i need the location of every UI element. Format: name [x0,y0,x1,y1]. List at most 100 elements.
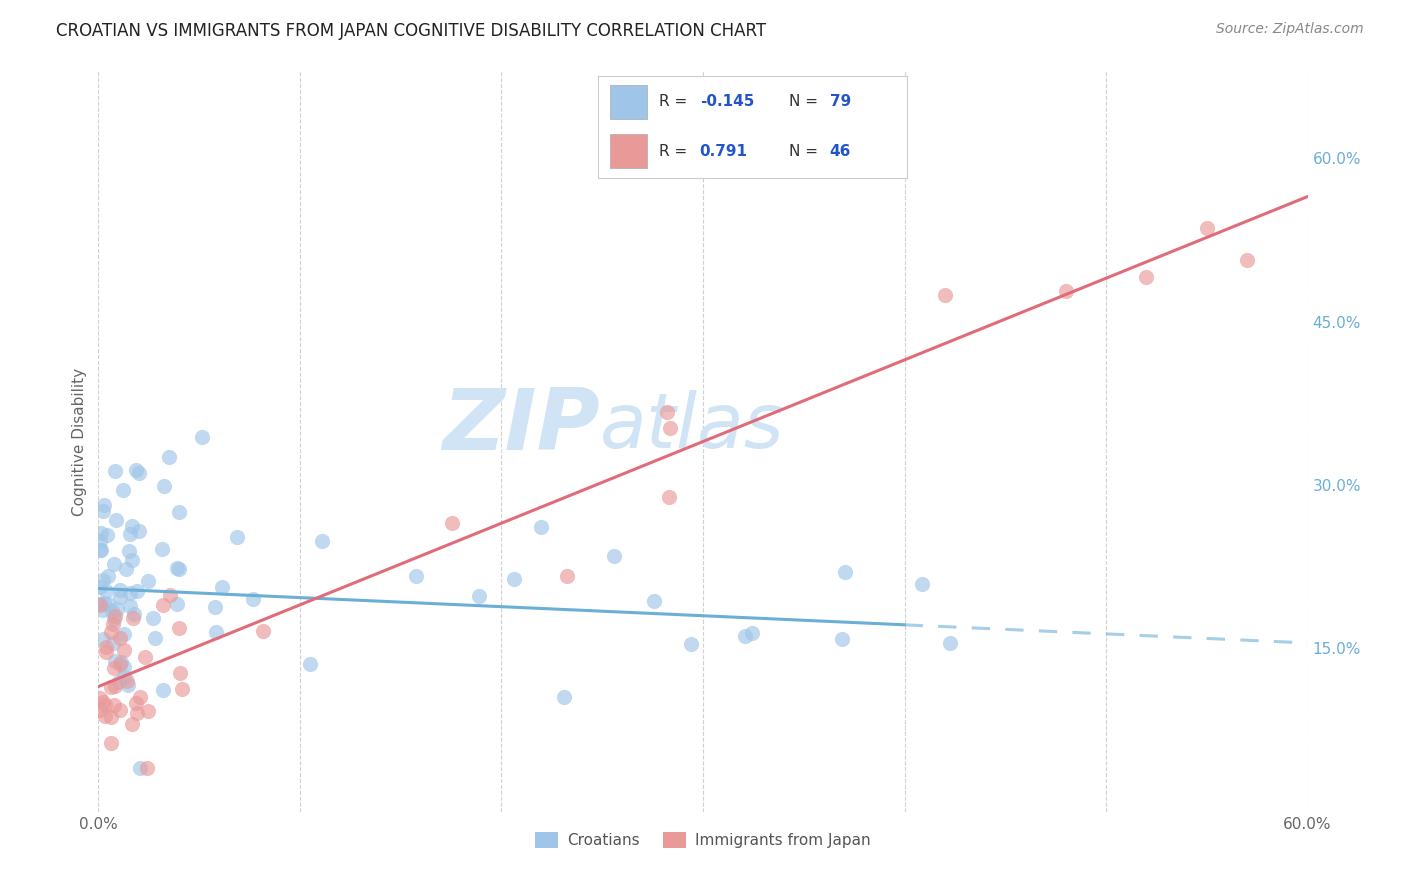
Point [91,632,114,646]
Point [110,631,132,645]
Point [100,710,122,724]
Point [90,525,112,540]
Point [128,466,150,480]
Point [107,675,129,690]
Point [311,533,333,548]
Point [831,632,853,646]
Point [104,463,127,477]
Point [105,602,128,616]
Point [117,678,139,692]
Point [112,669,135,683]
Point [121,519,143,533]
Point [91,603,114,617]
Point [150,541,173,556]
Point [101,604,124,618]
Point [128,690,150,705]
Point [97,598,120,612]
Point [103,612,125,626]
Point [166,597,188,611]
Point [100,681,122,695]
Point [681,637,703,651]
Point [96,640,118,654]
Point [94,584,117,599]
Point [100,625,122,640]
Text: Source: ZipAtlas.com: Source: ZipAtlas.com [1216,22,1364,37]
Point [135,761,157,775]
Point [153,479,176,493]
Point [112,627,135,641]
Point [94,645,117,659]
Point [93,596,115,610]
Point [91,573,114,587]
Point [157,450,180,464]
Point [118,526,141,541]
Text: -0.145: -0.145 [700,95,754,110]
Point [167,562,190,576]
Point [655,405,678,419]
Point [159,588,181,602]
Point [103,661,125,675]
Point [226,531,249,545]
Point [122,607,145,622]
Point [603,549,626,563]
Point [112,642,135,657]
Point [103,557,125,571]
Point [530,520,553,534]
Text: R =: R = [659,95,693,110]
Point [741,625,763,640]
Point [125,696,148,710]
Point [115,673,138,688]
Point [118,599,141,613]
Point [91,504,114,518]
Point [1195,220,1218,235]
Point [94,698,117,713]
Point [89,691,111,706]
Point [108,657,131,672]
Point [172,682,194,697]
Point [204,600,226,615]
Text: N =: N = [789,144,823,159]
Text: R =: R = [659,144,697,159]
Point [205,625,228,640]
Point [120,585,142,599]
Point [167,505,190,519]
Point [104,680,127,694]
Point [242,591,264,606]
Point [134,649,156,664]
Point [142,611,165,625]
Point [112,483,135,498]
Point [934,288,956,302]
Point [127,706,149,720]
Point [1054,284,1077,298]
Point [658,421,681,435]
Point [211,580,233,594]
Point [298,657,321,671]
Point [167,621,190,635]
Point [152,598,174,612]
Point [100,736,122,750]
Point [468,589,491,603]
Text: CROATIAN VS IMMIGRANTS FROM JAPAN COGNITIVE DISABILITY CORRELATION CHART: CROATIAN VS IMMIGRANTS FROM JAPAN COGNIT… [56,22,766,40]
Text: 79: 79 [830,95,851,110]
Point [166,561,188,575]
Point [110,590,132,604]
Point [89,703,111,717]
Point [122,611,145,625]
Point [110,656,132,670]
Point [96,528,118,542]
Point [89,580,111,594]
Point [911,577,934,591]
Point [143,631,166,645]
Point [90,542,112,557]
Point [105,513,128,527]
Point [734,629,756,643]
Point [118,544,141,558]
Legend: Croatians, Immigrants from Japan: Croatians, Immigrants from Japan [527,824,879,856]
Point [128,524,150,539]
Text: 46: 46 [830,144,851,159]
Point [191,430,214,444]
Text: atlas: atlas [600,390,785,464]
Point [643,593,665,607]
Point [94,708,117,723]
Point [152,683,174,698]
